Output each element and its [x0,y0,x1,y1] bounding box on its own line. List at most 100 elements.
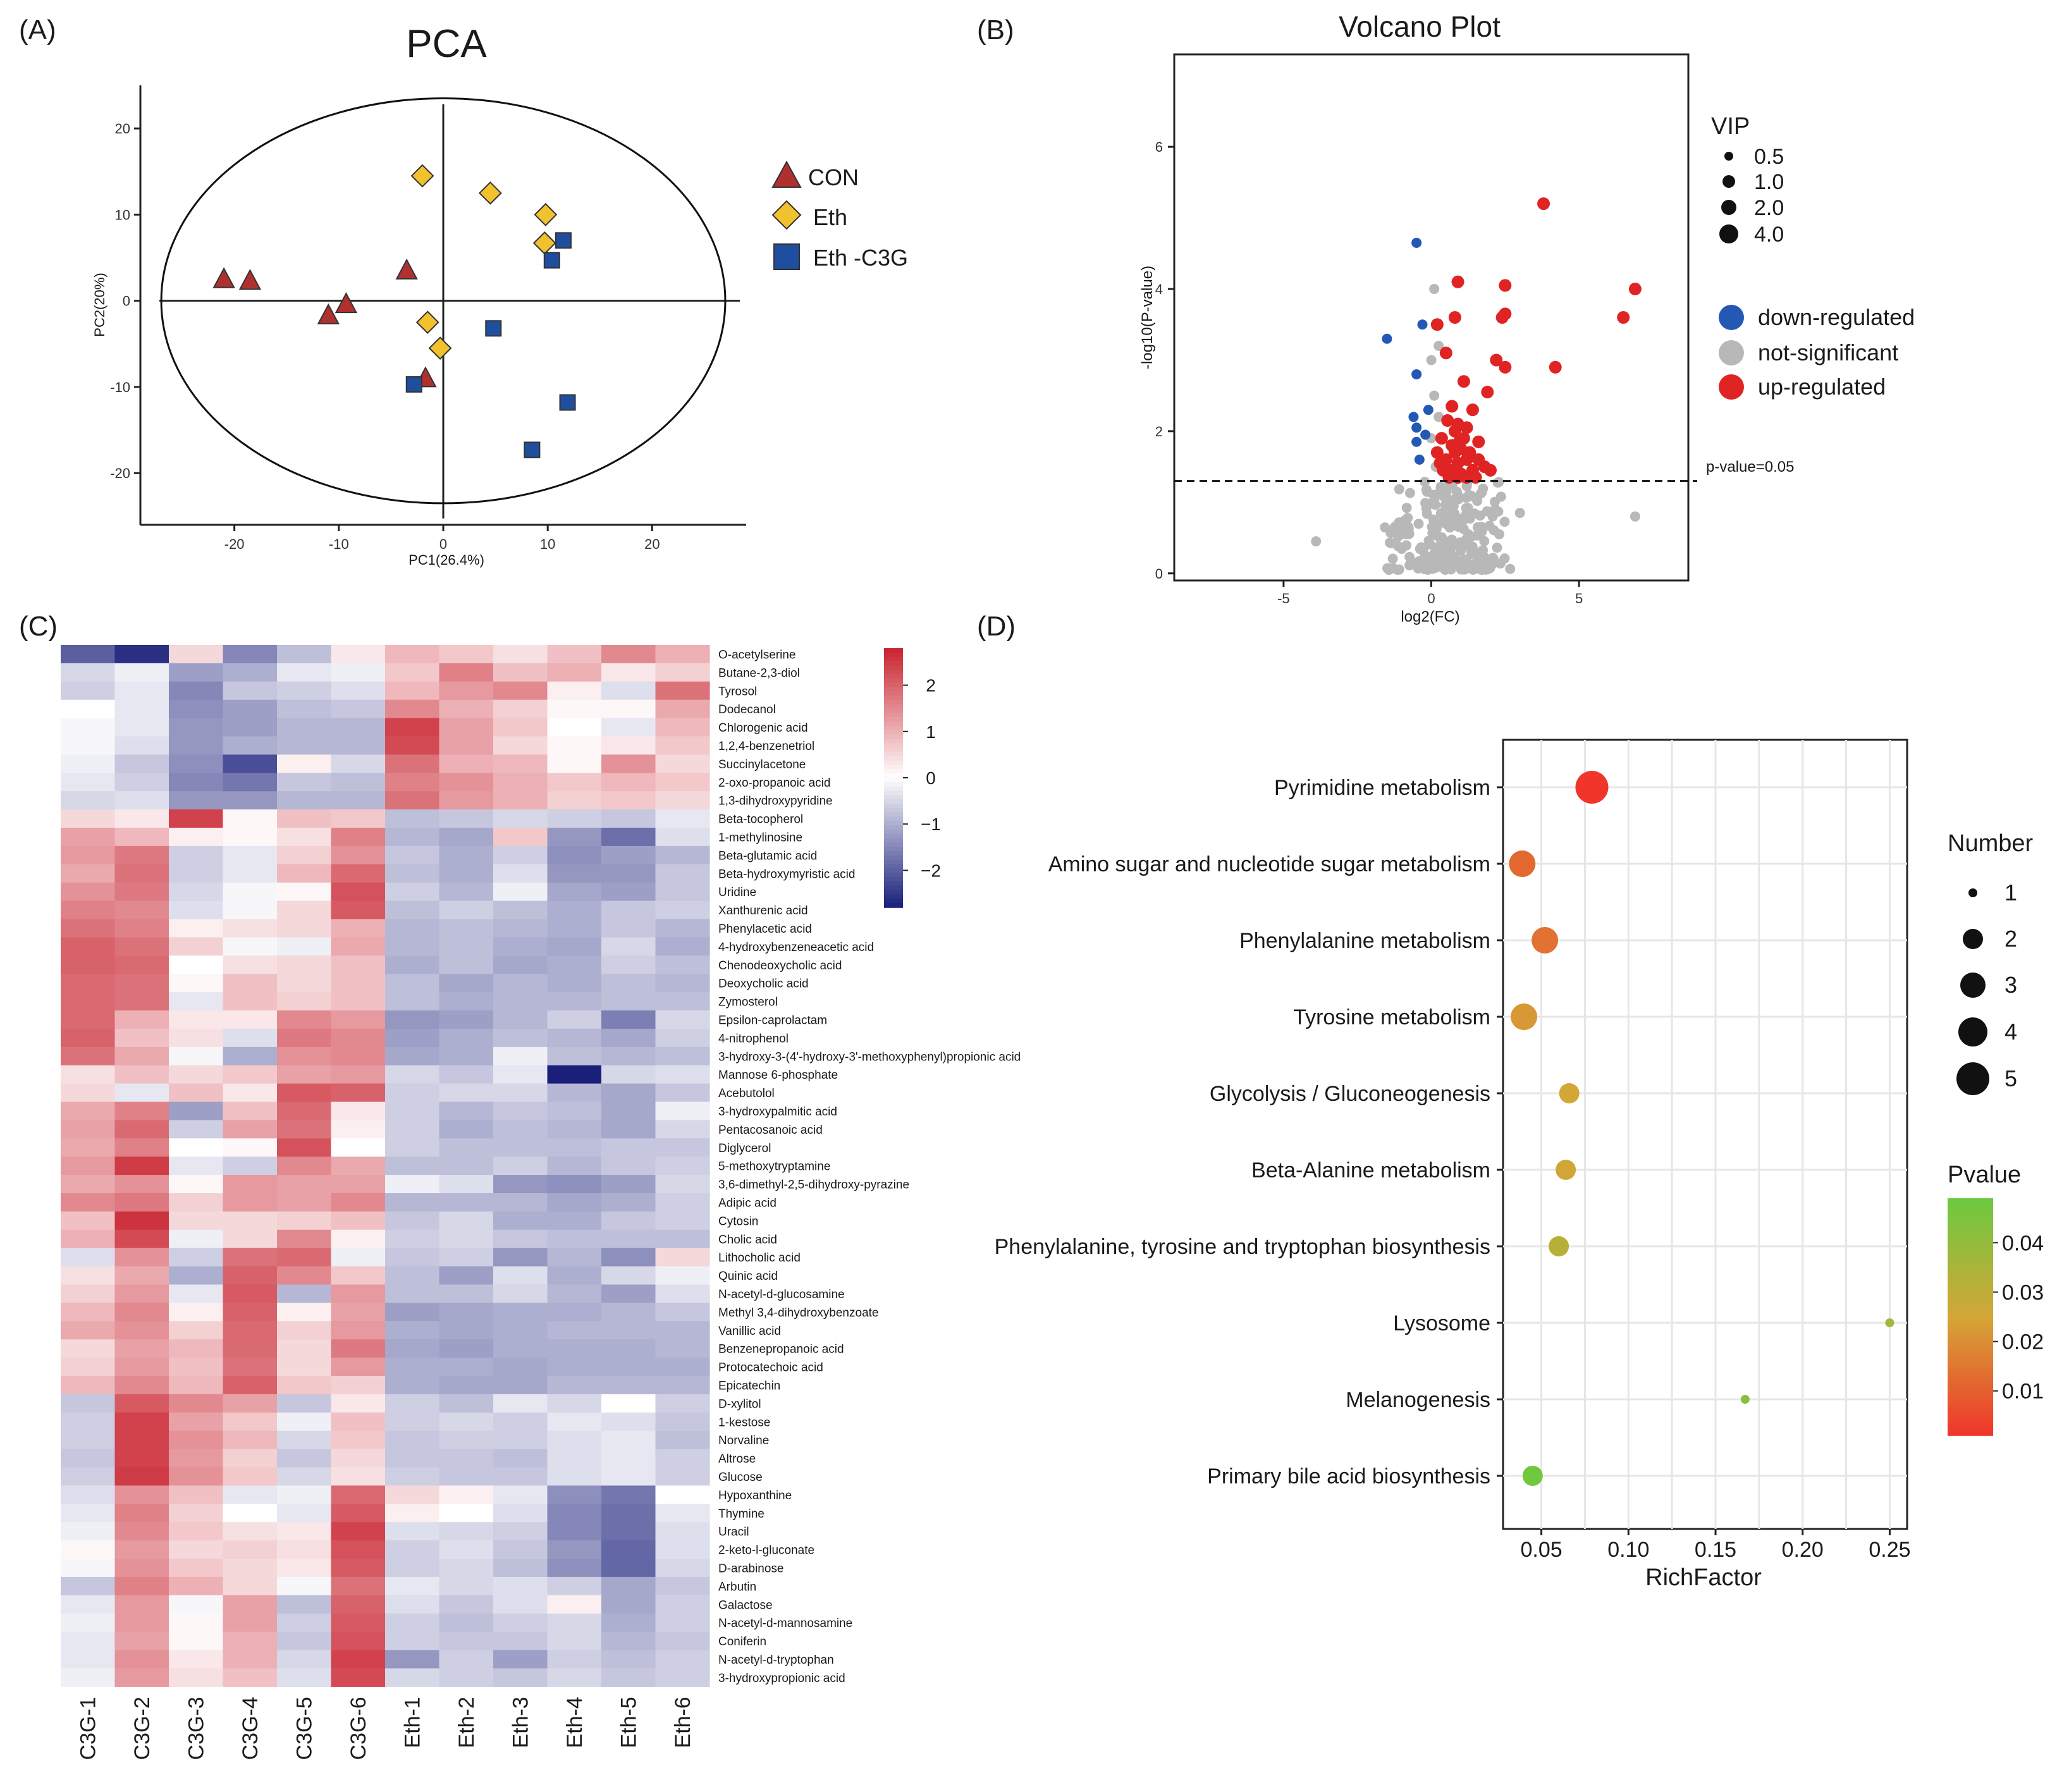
kegg-colorbar-segment [1948,1222,1993,1227]
heatmap-cell [655,645,710,664]
heatmap-row-label: Galactose [718,1599,773,1612]
kegg-colorbar-segment [1948,1431,1993,1436]
heatmap-cell [493,1175,548,1194]
volcano-point-ns [1499,517,1510,527]
heatmap-cell [223,882,278,902]
heatmap-cell [493,1339,548,1358]
kegg-x-tick-label: 0.10 [1607,1538,1649,1562]
heatmap-cell [601,1358,656,1377]
heatmap-cells [61,645,710,1687]
heatmap-cell [223,1303,278,1322]
heatmap-cell [547,1229,602,1249]
heatmap-cell [601,1576,656,1596]
heatmap-cell [61,754,116,773]
heatmap-cell [655,882,710,902]
heatmap-cell [277,1046,332,1066]
heatmap-cell [601,1595,656,1614]
heatmap-colorbar-segment [884,816,903,822]
heatmap-cell [547,1522,602,1541]
heatmap-row-label: Benzenepropanoic acid [718,1343,844,1356]
heatmap-cell [169,1284,224,1303]
heatmap-cell [61,773,116,792]
heatmap-cell [277,882,332,902]
heatmap-cell [223,1157,278,1175]
legend-up-label: up-regulated [1758,374,1886,400]
heatmap-cell [114,1613,169,1633]
heatmap-cell [601,1339,656,1358]
heatmap-row-label: Protocatechoic acid [718,1361,823,1375]
volcano-point-ns [1472,522,1483,532]
heatmap-cell [331,791,386,810]
heatmap-colorbar-segment [884,764,903,770]
heatmap-cell [114,992,169,1011]
heatmap-cell [385,718,440,737]
heatmap-cell [655,1229,710,1249]
vip-dot-1 [1722,175,1735,188]
heatmap-cell [655,1138,710,1157]
volcano-plot-area: -5 0 5 0 2 4 6 [1155,53,1697,606]
heatmap-colorbar-segment [884,838,903,844]
heatmap-cell [547,1467,602,1486]
heatmap-cell [114,919,169,938]
heatmap-cell [655,1504,710,1523]
kegg-colorbar-segment [1948,1336,1993,1341]
vip-legend-title: VIP [1711,113,1750,140]
heatmap-colorbar-segment [884,868,903,874]
heatmap-cell [493,1376,548,1395]
heatmap-cell [169,1613,224,1633]
heatmap-cell [601,718,656,737]
kegg-frame [1502,739,1908,1530]
volcano-point-up [1466,403,1479,417]
kegg-colorbar-segment [1948,1423,1993,1428]
heatmap-cell [547,754,602,773]
heatmap-cell [61,1175,116,1194]
kegg-colorbar-segment [1948,1341,1993,1346]
kegg-colorbar-label: 0.01 [2002,1380,2044,1404]
volcano-point-down [1417,319,1428,330]
heatmap-cell [385,1376,440,1395]
heatmap-cell [547,1668,602,1687]
kegg-colorbar-segment [1948,1202,1993,1207]
heatmap-cell [331,1046,386,1066]
heatmap-cell [331,718,386,737]
heatmap-cell [493,1010,548,1029]
heatmap-cell [169,1485,224,1504]
heatmap-cell [277,1358,332,1377]
heatmap-cell [493,882,548,902]
heatmap-cell [385,1248,440,1267]
heatmap-row-label: 1,3-dihydroxypyridine [718,795,833,808]
heatmap-cell [277,1138,332,1157]
heatmap-colorbar-segment [884,760,903,766]
pca-xlabel: PC1(26.4%) [408,552,484,568]
heatmap-cell [601,791,656,810]
heatmap-cell [547,645,602,664]
volcano-x-tick-label: 0 [1427,591,1435,606]
kegg-colorbar-segment [1948,1277,1993,1282]
heatmap-cell [493,1303,548,1322]
heatmap-row-label: Methyl 3,4-dihydroxybenzoate [718,1306,878,1320]
kegg-colorbar-segment [1948,1257,1993,1262]
heatmap-cell [223,1394,278,1413]
heatmap-cell [223,699,278,719]
heatmap-cell [61,864,116,883]
heatmap-row-label: Beta-hydroxymyristic acid [718,868,855,881]
heatmap-cell [277,1303,332,1322]
volcano-point-ns [1494,529,1504,539]
heatmap-cell [601,1394,656,1413]
heatmap-cell [385,1559,440,1578]
heatmap-cell [655,1339,710,1358]
kegg-colorbar-segment [1948,1415,1993,1420]
heatmap-cell [601,1412,656,1432]
heatmap-cell [114,1193,169,1212]
heatmap-row-label: 1,2,4-benzenetriol [718,740,814,753]
heatmap-cell [61,828,116,847]
heatmap-cell [439,1650,494,1669]
kegg-colorbar-segment [1948,1408,1993,1413]
heatmap-cell [601,1522,656,1541]
heatmap-cell [277,718,332,737]
heatmap-cell [547,828,602,847]
heatmap-cell [547,718,602,737]
heatmap-cell [114,754,169,773]
size-dot-4 [1956,1062,1989,1095]
